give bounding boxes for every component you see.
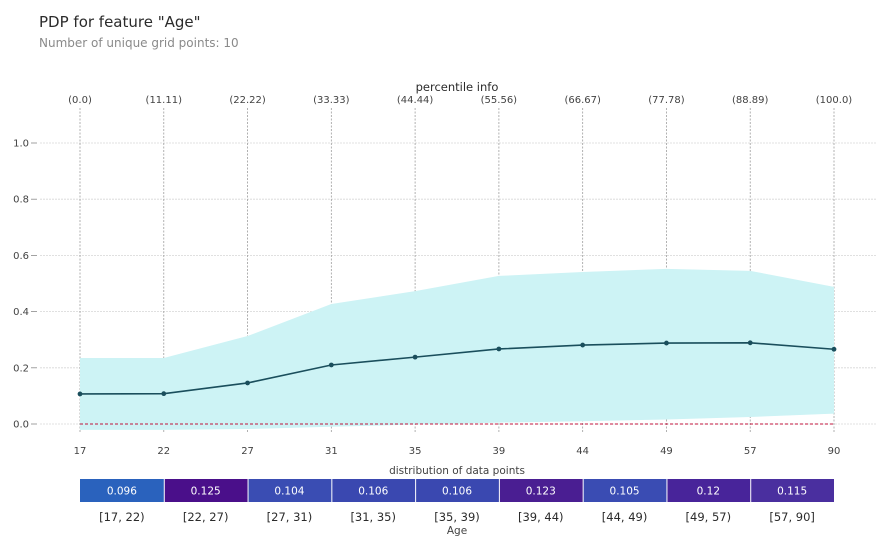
distribution-value: 0.123 — [526, 486, 556, 498]
distribution-title: distribution of data points — [389, 465, 525, 477]
distribution-value: 0.115 — [777, 486, 807, 498]
bin-label: [57, 90] — [769, 510, 815, 524]
x-tick-label: 44 — [576, 446, 589, 457]
percentile-label: (44.44) — [397, 95, 434, 106]
distribution-value: 0.12 — [697, 486, 720, 498]
distribution-cell — [164, 479, 248, 502]
pdp-point — [161, 391, 167, 397]
bin-label: [22, 27) — [183, 510, 229, 524]
distribution-value: 0.104 — [274, 486, 304, 498]
pdp-point — [496, 346, 502, 352]
pdp-point — [77, 391, 83, 397]
confidence-band — [80, 268, 834, 430]
distribution-cell — [416, 479, 499, 502]
x-tick-label: 49 — [660, 446, 673, 457]
percentile-label: (66.67) — [564, 95, 601, 106]
pdp-point — [747, 340, 753, 346]
percentile-label: (11.11) — [146, 95, 183, 106]
x-tick-label: 17 — [74, 446, 87, 457]
distribution-cell — [499, 479, 583, 502]
percentile-label: (33.33) — [313, 95, 350, 106]
percentile-label: (22.22) — [229, 95, 266, 106]
bin-label: [49, 57) — [686, 510, 732, 524]
percentile-label: (77.78) — [648, 95, 685, 106]
x-tick-label: 39 — [493, 446, 506, 457]
x-tick-label: 90 — [828, 446, 841, 457]
pdp-point — [580, 342, 586, 348]
pdp-line — [79, 341, 835, 395]
pdp-point — [328, 362, 334, 368]
distribution-value: 0.105 — [610, 486, 640, 498]
percentile-label: (0.0) — [68, 95, 92, 106]
percentile-axis-label: percentile info — [416, 80, 499, 94]
bin-label: [31, 35) — [350, 510, 396, 524]
distribution-cell — [751, 479, 834, 502]
distribution-cell — [583, 479, 667, 502]
bin-label: [35, 39) — [434, 510, 480, 524]
bin-label: [39, 44) — [518, 510, 564, 524]
distribution-cell — [332, 479, 416, 502]
y-tick-label: 0.8 — [13, 195, 29, 206]
distribution-cell — [80, 479, 164, 502]
x-tick-label: 22 — [157, 446, 170, 457]
distribution-cell — [248, 479, 332, 502]
pdp-point — [664, 340, 669, 346]
x-axis-label: Age — [447, 525, 467, 537]
distribution-value: 0.106 — [358, 486, 388, 498]
y-tick-label: 0.4 — [13, 307, 29, 318]
y-tick-label: 0.2 — [13, 363, 29, 374]
distribution-value: 0.125 — [191, 486, 221, 498]
chart-subtitle: Number of unique grid points: 10 — [39, 36, 239, 50]
distribution-value: 0.106 — [442, 486, 472, 498]
bin-label: [17, 22) — [99, 510, 145, 524]
distribution-cell — [667, 479, 751, 502]
pdp-point — [831, 346, 837, 352]
x-tick-label: 31 — [325, 446, 338, 457]
pdp-point — [412, 354, 418, 360]
pdp-point — [245, 380, 250, 386]
bin-label: [27, 31) — [267, 510, 313, 524]
percentile-label: (55.56) — [481, 95, 518, 106]
percentile-label: (88.89) — [732, 95, 769, 106]
percentile-label: (100.0) — [816, 95, 853, 106]
chart-title: PDP for feature "Age" — [39, 13, 201, 31]
x-tick-label: 35 — [409, 446, 422, 457]
bin-label: [44, 49) — [602, 510, 648, 524]
distribution-value: 0.096 — [107, 486, 137, 498]
y-tick-label: 0.6 — [13, 251, 29, 262]
x-tick-label: 27 — [241, 446, 254, 457]
x-tick-label: 57 — [744, 446, 757, 457]
y-tick-label: 0.0 — [13, 420, 29, 431]
y-tick-label: 1.0 — [13, 139, 29, 150]
